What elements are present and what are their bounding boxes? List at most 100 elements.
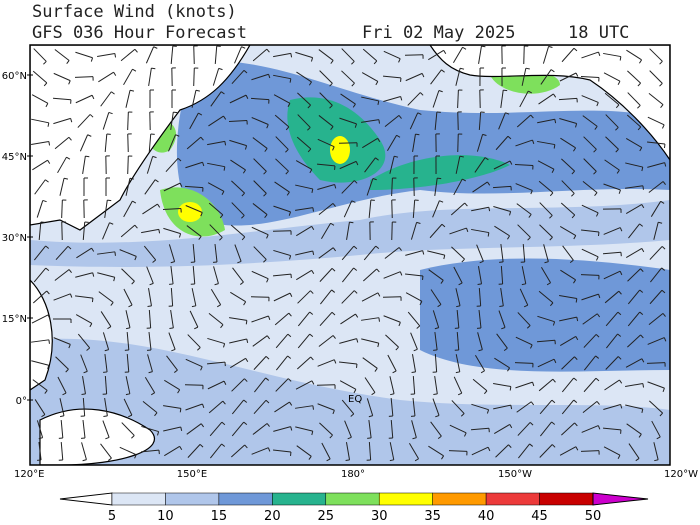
- wind-barb: [640, 334, 644, 339]
- wind-barb: [68, 136, 72, 141]
- wind-barb: [179, 408, 182, 413]
- wind-barb: [646, 362, 666, 364]
- wind-barb: [660, 200, 665, 204]
- wind-barb: [60, 441, 64, 461]
- wind-barb: [617, 356, 622, 360]
- wind-barb: [43, 61, 47, 65]
- wind-barb: [61, 199, 63, 219]
- wind-barb: [288, 211, 291, 216]
- wind-barb: [75, 295, 93, 299]
- wind-barb: [144, 377, 156, 393]
- wind-barb: [362, 357, 378, 369]
- colorbar-tick-label: 45: [531, 509, 548, 524]
- wind-barb: [213, 266, 219, 284]
- wind-barb: [68, 80, 71, 85]
- wind-barb: [637, 126, 642, 131]
- wind-barb: [75, 272, 93, 278]
- wind-barb: [605, 333, 619, 349]
- wind-barb: [581, 51, 599, 59]
- wind-barb: [102, 332, 110, 350]
- wind-barb: [560, 202, 576, 216]
- wind-barb: [361, 72, 379, 82]
- wind-barb: [478, 46, 482, 64]
- wind-barb: [639, 289, 644, 293]
- wind-barb: [639, 147, 643, 152]
- wind-barb: [604, 290, 620, 304]
- wind-barb: [102, 112, 110, 130]
- wind-barb: [91, 247, 95, 252]
- wind-barb: [120, 224, 136, 238]
- wind-barb: [246, 338, 249, 344]
- wind-barb: [69, 293, 73, 298]
- wind-barb: [548, 45, 553, 49]
- wind-barb: [389, 156, 395, 174]
- wind-barb: [432, 200, 440, 218]
- wind-barb: [295, 380, 313, 390]
- wind-barb: [273, 52, 291, 58]
- wind-barb: [561, 377, 575, 393]
- wind-barb: [390, 419, 394, 439]
- wind-barb: [125, 178, 131, 196]
- colorbar-tick-label: 30: [371, 509, 388, 524]
- wind-barb: [625, 247, 643, 259]
- wind-barb: [245, 94, 249, 99]
- colorbar-tick-label: 5: [108, 509, 116, 524]
- wind-barb: [202, 403, 205, 408]
- wind-barb: [244, 444, 248, 449]
- wind-barb: [152, 259, 156, 263]
- wind-barb: [148, 309, 152, 329]
- wind-barb: [234, 244, 242, 262]
- lat-label: 15°N: [2, 314, 27, 325]
- wind-barb: [97, 251, 115, 255]
- wind-barb: [538, 290, 554, 304]
- wind-barb: [207, 140, 225, 146]
- wind-barb: [475, 354, 485, 372]
- wind-barb: [561, 356, 575, 370]
- wind-barb: [509, 424, 513, 429]
- wind-barb: [514, 164, 534, 166]
- wind-barb: [478, 111, 482, 131]
- wind-barb: [32, 379, 48, 391]
- land: [429, 45, 670, 162]
- wind-barb: [178, 233, 182, 238]
- wind-barb: [286, 191, 290, 196]
- wind-barb: [145, 46, 155, 64]
- wind-barb: [352, 103, 356, 108]
- wind-barb: [253, 158, 267, 172]
- wind-barb: [192, 265, 196, 285]
- wind-barb: [297, 114, 311, 128]
- wind-barb: [346, 222, 350, 240]
- wind-barb: [164, 445, 180, 457]
- wind-barb: [437, 304, 442, 308]
- wind-barb: [331, 268, 336, 272]
- colorbar-segment: [432, 492, 487, 506]
- wind-barb: [265, 356, 270, 360]
- wind-barb: [341, 290, 355, 304]
- wind-barb: [148, 288, 152, 306]
- wind-barb: [253, 356, 267, 370]
- wind-barb: [125, 90, 131, 108]
- wind-barb: [347, 436, 352, 440]
- wind-barb: [515, 381, 533, 389]
- wind-barb: [539, 421, 553, 437]
- wind-barb: [219, 237, 223, 241]
- wind-barb: [472, 378, 488, 392]
- wind-barb: [456, 309, 460, 329]
- wind-barb: [206, 361, 226, 365]
- wind-barb: [549, 236, 553, 241]
- wind-barb: [31, 339, 49, 343]
- wind-barb: [434, 332, 438, 350]
- wind-barb: [338, 361, 358, 365]
- wind-barb: [487, 232, 490, 237]
- wind-barb: [317, 138, 335, 148]
- wind-barb: [455, 354, 461, 372]
- wind-barb: [113, 71, 117, 76]
- wind-barb: [218, 67, 223, 71]
- wind-barb: [47, 159, 51, 164]
- wind-barb: [395, 346, 399, 351]
- wind-barb: [477, 266, 483, 284]
- wind-barb: [366, 398, 374, 416]
- colorbar-over: [592, 492, 649, 506]
- wind-barb: [530, 344, 533, 349]
- wind-barb: [54, 136, 70, 150]
